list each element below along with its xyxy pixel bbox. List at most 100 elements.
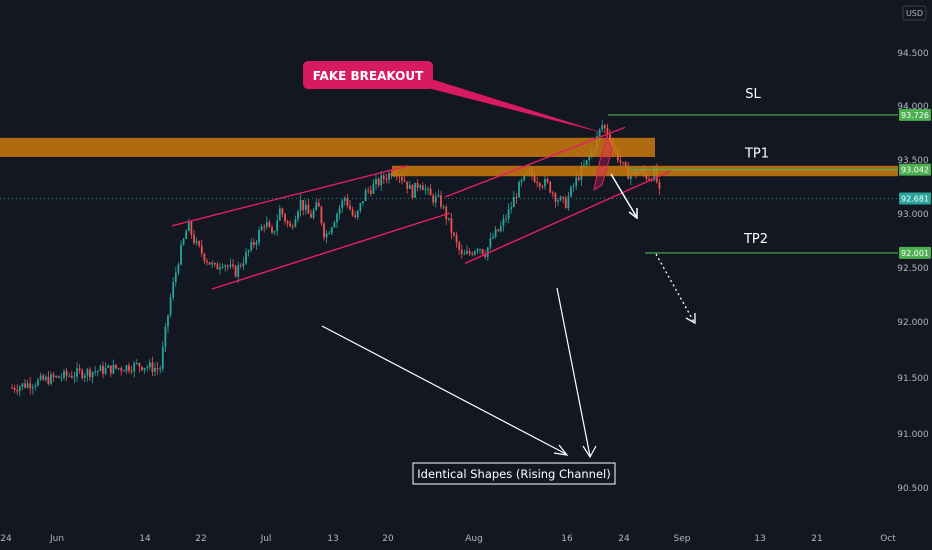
- candle-body: [544, 179, 546, 187]
- candle-body: [427, 188, 429, 190]
- candle-body: [377, 178, 380, 186]
- x-tick-label: 21: [811, 534, 822, 544]
- candle-body: [440, 195, 442, 208]
- candle-body: [336, 213, 338, 223]
- candle-body: [414, 182, 416, 198]
- candle-body: [81, 370, 84, 379]
- candle-body: [213, 262, 216, 265]
- candle-body: [252, 241, 255, 245]
- candle-body: [494, 229, 497, 237]
- candle-body: [512, 197, 515, 208]
- candle-body: [185, 231, 188, 239]
- candle-body: [437, 195, 440, 197]
- candle-body: [375, 178, 377, 185]
- candle-body: [442, 206, 445, 208]
- candle-body: [364, 190, 367, 202]
- candle-body: [473, 251, 476, 255]
- candle-body: [312, 210, 315, 218]
- candle-body: [260, 226, 263, 231]
- candle-body: [55, 376, 58, 378]
- candle-body: [564, 198, 567, 209]
- breakdown-arrow-head: [628, 208, 638, 220]
- candle-body: [362, 201, 364, 204]
- candle-body: [486, 247, 489, 258]
- candle-body: [151, 362, 154, 372]
- candle-body: [138, 362, 141, 367]
- channel-line: [464, 170, 671, 265]
- candle-body: [242, 263, 245, 267]
- x-tick-label: Oct: [880, 534, 896, 544]
- candle-body: [619, 160, 622, 163]
- candle-body: [398, 176, 401, 178]
- candle-body: [523, 174, 526, 181]
- candle-body: [588, 157, 591, 161]
- candle-body: [263, 226, 266, 228]
- candle-body: [307, 204, 310, 214]
- candle-body: [68, 375, 71, 377]
- candle-body: [380, 175, 383, 186]
- candle-body: [466, 251, 468, 254]
- candle-body: [447, 218, 450, 220]
- x-tick-label: Aug: [465, 534, 483, 544]
- y-tick-label: 93.000: [897, 210, 929, 220]
- candle-body: [161, 346, 164, 369]
- candle-body: [323, 223, 325, 238]
- candle-body: [34, 385, 37, 387]
- candle-body: [237, 265, 240, 277]
- candle-body: [325, 233, 328, 238]
- candles-layer: [11, 120, 661, 397]
- time-axis[interactable]: 24 Jun 14 22 Jul 13 20 Aug 16 24 Sep 13 21 Oct: [0, 534, 896, 544]
- candle-body: [554, 193, 557, 202]
- candle-body: [645, 173, 648, 179]
- candle-body: [304, 204, 307, 210]
- x-tick-label: 13: [327, 534, 338, 544]
- candle-body: [31, 386, 34, 389]
- candle-body: [302, 200, 305, 210]
- candle-body: [203, 253, 206, 261]
- candle-body: [234, 266, 237, 277]
- candle-body: [250, 241, 253, 251]
- candle-body: [432, 195, 435, 203]
- candle-body: [385, 178, 388, 180]
- candle-body: [356, 210, 359, 218]
- candle-body: [83, 375, 86, 379]
- candle-body: [416, 182, 419, 188]
- y-tick-label: 94.000: [897, 102, 929, 112]
- identical-shapes-label: Identical Shapes (Rising Channel): [417, 467, 610, 481]
- candle-body: [278, 208, 281, 221]
- candle-body: [575, 177, 578, 186]
- candle-body: [515, 197, 518, 199]
- candle-body: [408, 185, 411, 189]
- candle-body: [562, 196, 565, 199]
- candle-body: [606, 127, 609, 135]
- candle-body: [572, 185, 575, 187]
- candle-body: [276, 220, 279, 231]
- candle-body: [453, 232, 455, 236]
- candle-body: [198, 241, 201, 246]
- x-tick-label: 13: [754, 534, 765, 544]
- candle-body: [47, 376, 50, 385]
- candle-body: [141, 366, 143, 371]
- candle-body: [510, 207, 513, 209]
- candle-body: [406, 181, 409, 189]
- candle-body: [52, 374, 55, 378]
- candle-body: [346, 197, 349, 206]
- candle-body: [89, 369, 91, 378]
- price-axis[interactable]: USD 94.500 94.000 93.500 93.000 92.500 92.000…: [897, 5, 929, 494]
- candle-body: [154, 368, 156, 372]
- candle-body: [507, 208, 510, 219]
- y-tick-label: 91.000: [897, 430, 929, 440]
- candle-body: [291, 226, 294, 228]
- currency-label: USD: [906, 9, 923, 18]
- candle-body: [310, 213, 312, 218]
- x-tick-label: 20: [382, 534, 394, 544]
- candle-body: [130, 370, 133, 372]
- candle-body: [372, 184, 375, 194]
- candle-body: [133, 363, 136, 372]
- candle-body: [216, 264, 219, 270]
- candle-body: [567, 196, 570, 209]
- shape-arrow-1: [321, 325, 567, 455]
- candle-body: [221, 266, 224, 268]
- channel-line: [444, 126, 626, 198]
